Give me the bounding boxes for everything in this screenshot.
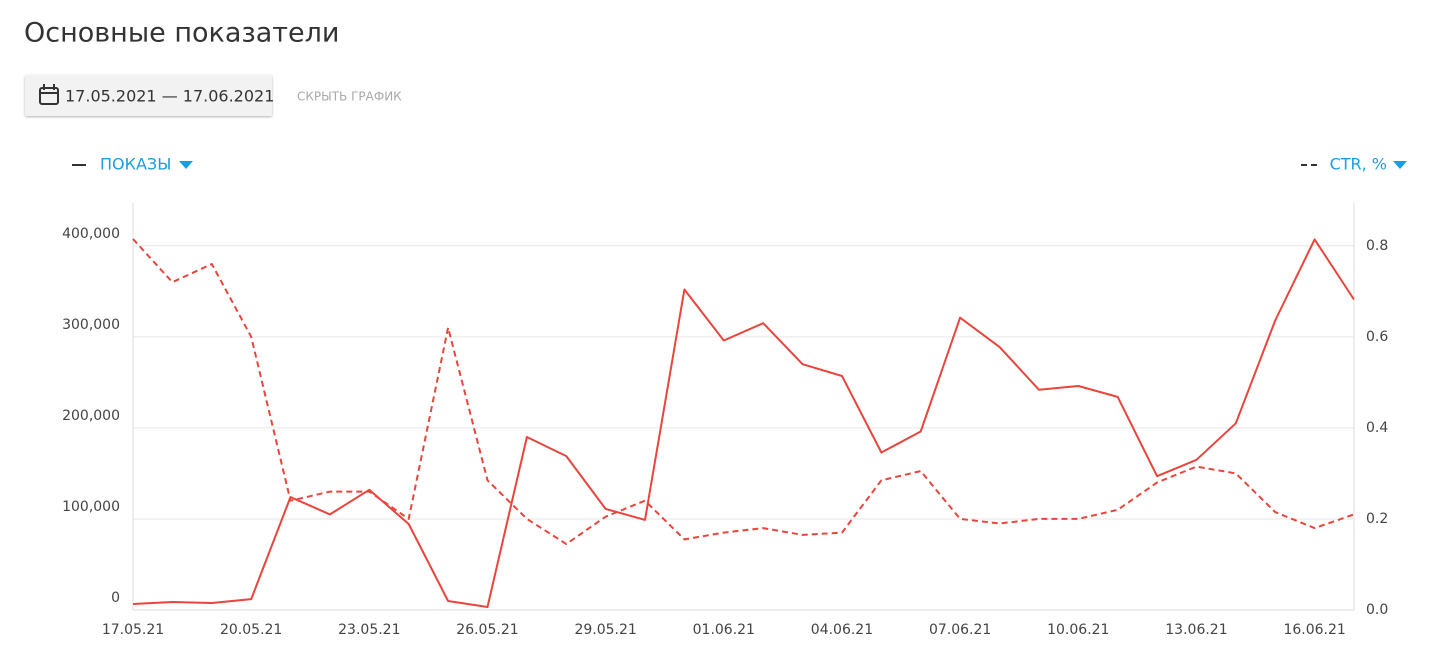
x-tick-label: 13.06.21 xyxy=(1165,622,1227,638)
y2-tick-label: 0.8 xyxy=(1366,238,1388,254)
x-tick-label: 04.06.21 xyxy=(811,622,873,638)
y2-tick-label: 0.4 xyxy=(1366,420,1388,436)
calendar-icon xyxy=(39,84,59,105)
x-tick-label: 16.06.21 xyxy=(1283,622,1345,638)
x-tick-label: 23.05.21 xyxy=(338,622,400,638)
series-line xyxy=(132,238,1355,545)
x-tick-label: 10.06.21 xyxy=(1047,622,1109,638)
dropdown-arrow[interactable] xyxy=(1393,161,1407,169)
page-title: Основные показатели xyxy=(24,18,339,49)
x-tick-label: 17.05.21 xyxy=(102,622,164,638)
date-button[interactable] xyxy=(25,75,272,116)
series-line xyxy=(132,238,1355,608)
x-tick-label: 01.06.21 xyxy=(693,622,755,638)
date-range[interactable]: 17.05.2021 — 17.06.2021 xyxy=(65,87,274,106)
y-tick-label: 200,000 xyxy=(62,408,120,424)
legend-label[interactable]: ПОКАЗЫ xyxy=(100,155,171,174)
y-tick-label: 0 xyxy=(111,590,120,606)
y2-tick-label: 0.6 xyxy=(1366,329,1388,345)
y-tick-label: 400,000 xyxy=(62,226,120,242)
x-tick-label: 20.05.21 xyxy=(220,622,282,638)
y2-tick-label: 0.2 xyxy=(1366,511,1388,527)
x-tick-label: 26.05.21 xyxy=(456,622,518,638)
x-tick-label: 29.05.21 xyxy=(574,622,636,638)
y2-tick-label: 0.0 xyxy=(1366,602,1388,618)
y-tick-label: 100,000 xyxy=(62,499,120,515)
hide-chart[interactable]: СКРЫТЬ ГРАФИК xyxy=(297,90,402,104)
x-tick-label: 07.06.21 xyxy=(929,622,991,638)
dropdown-arrow[interactable] xyxy=(179,161,193,169)
y-tick-label: 300,000 xyxy=(62,317,120,333)
legend-label[interactable]: CTR, % xyxy=(1330,155,1387,174)
